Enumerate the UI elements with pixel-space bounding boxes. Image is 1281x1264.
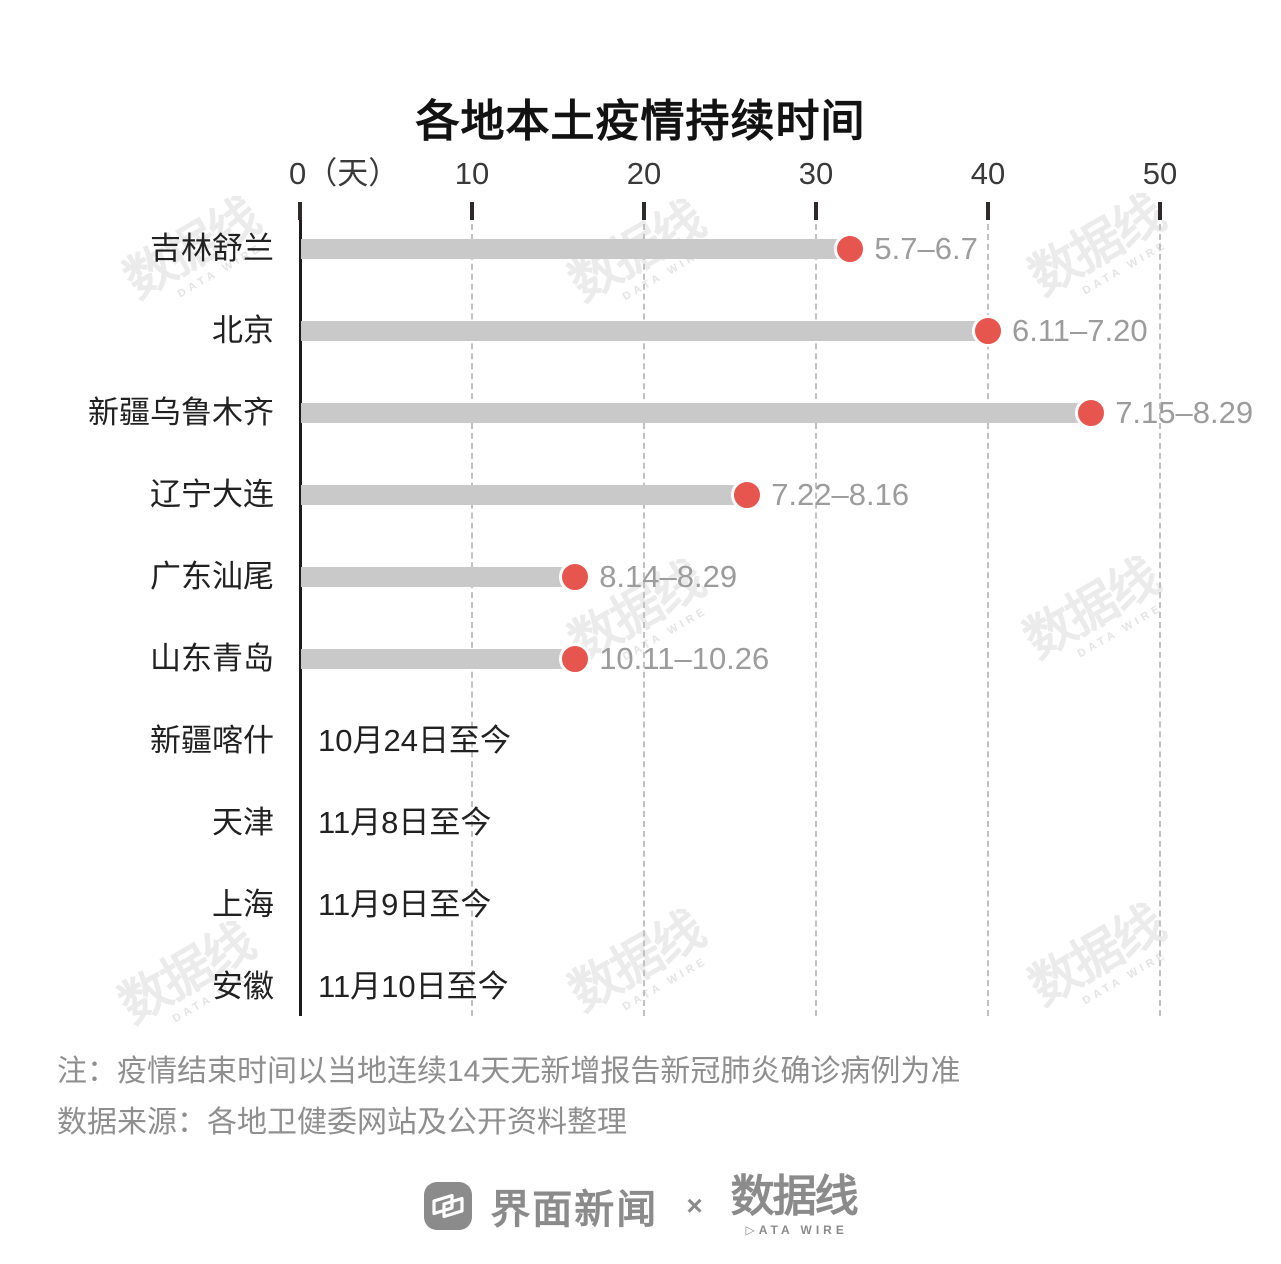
x-tick-label: 30 [798,156,834,191]
x-tick-label: 50 [1142,156,1178,191]
collab-x-separator: × [686,1190,703,1221]
ongoing-date-text: 11月8日至今 [318,805,492,840]
x-tick-mark [1158,202,1162,220]
category-label: 安徽 [212,969,274,1004]
x-tick-mark [986,202,990,220]
category-label: 天津 [212,805,274,840]
duration-bar [301,403,1092,423]
end-date-dot [972,315,1004,347]
category-label: 新疆乌鲁木齐 [88,395,274,430]
duration-bar [301,567,576,587]
ongoing-date-text: 11月10日至今 [318,969,509,1004]
duration-bar [301,649,576,669]
end-date-dot [1075,397,1108,429]
gridline [643,224,645,1016]
category-label: 北京 [212,313,274,348]
date-range-label: 8.14–8.29 [599,559,738,594]
gridline [815,224,817,1016]
duration-bar [301,239,851,259]
end-date-dot [731,479,764,511]
category-label: 吉林舒兰 [150,231,274,266]
gridline [1159,224,1161,1016]
chart-title: 各地本土疫情持续时间 [415,97,866,147]
gridline [987,224,989,1016]
duration-bar [301,485,748,505]
date-range-label: 7.15–8.29 [1115,395,1254,430]
x-tick-label: 40 [970,156,1006,191]
x-tick-mark [298,202,302,220]
x-tick-label: 20 [626,156,662,191]
category-label: 新疆喀什 [150,723,274,758]
gridline [471,224,473,1016]
jiemian-news-logo-icon [424,1182,473,1230]
y-axis-line [299,202,302,1016]
category-label: 辽宁大连 [150,477,274,512]
jiemian-news-wordmark: 界面新闻 [490,1188,659,1232]
data-source-note: 数据来源：各地卫健委网站及公开资料整理 [57,1106,627,1139]
datawire-logo: 数据线 ▷ATA WIRE [730,1172,859,1238]
publisher-footer: 界面新闻 × 数据线 ▷ATA WIRE [0,1164,1281,1248]
x-tick-label: 0（天） [289,156,400,191]
x-tick-label: 10 [454,156,490,191]
x-tick-mark [814,202,818,220]
date-range-label: 5.7–6.7 [874,231,978,266]
datawire-wordmark-cn: 数据线 [730,1172,859,1221]
date-range-label: 10.11–10.26 [599,641,770,676]
end-date-dot [559,561,592,593]
category-label: 广东汕尾 [150,559,274,594]
footnote: 注：疫情结束时间以当地连续14天无新增报告新冠肺炎确诊病例为准 [57,1055,961,1088]
date-range-label: 7.22–8.16 [771,477,910,512]
jiemian-glyph [432,1193,464,1219]
end-date-dot [834,233,867,265]
date-range-label: 6.11–7.20 [1012,313,1148,348]
datawire-wordmark-en: ▷ATA WIRE [745,1223,848,1237]
x-tick-mark [470,202,474,220]
ongoing-date-text: 11月9日至今 [318,887,492,922]
duration-bar [301,321,988,341]
category-label: 上海 [212,887,274,922]
category-label: 山东青岛 [150,641,274,676]
end-date-dot [559,643,592,675]
ongoing-date-text: 10月24日至今 [318,723,511,758]
x-tick-mark [642,202,646,220]
